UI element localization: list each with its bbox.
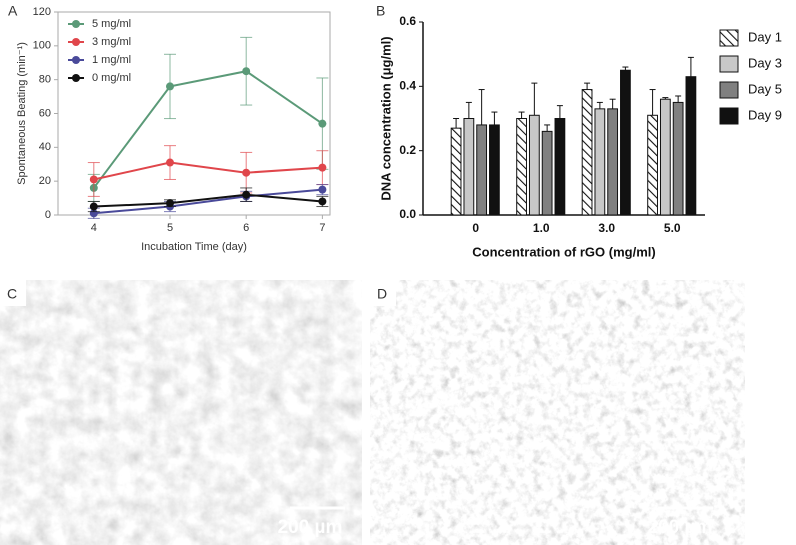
x-tick-label: 0 <box>472 221 479 235</box>
legend-marker <box>72 20 80 28</box>
legend-label: Day 3 <box>748 55 782 70</box>
bar <box>594 108 606 216</box>
bar <box>463 118 475 216</box>
series-line <box>93 161 323 181</box>
series-line <box>93 193 323 208</box>
y-tick-label: 120 <box>33 6 51 18</box>
y-tick-label: 60 <box>39 107 51 119</box>
bar <box>581 89 593 216</box>
bar <box>554 118 566 216</box>
x-tick-label: 6 <box>243 222 249 234</box>
y-tick-label: 0.2 <box>399 143 416 157</box>
bar <box>607 108 619 216</box>
y-tick-label: 0.4 <box>399 79 416 93</box>
bar <box>672 101 684 216</box>
x-tick-label: 1.0 <box>533 221 550 235</box>
point <box>242 190 251 199</box>
x-tick-label: 5 <box>167 222 173 234</box>
legend-label: 3 mg/ml <box>92 36 131 48</box>
y-tick-label: 0.6 <box>399 14 416 28</box>
series-line <box>93 70 323 189</box>
point <box>318 185 327 194</box>
point <box>242 67 251 76</box>
y-tick-label: 0.0 <box>399 207 416 221</box>
panel-label: A <box>8 3 18 19</box>
bar <box>450 127 462 216</box>
legend-label: 1 mg/ml <box>92 54 131 66</box>
point <box>166 82 174 91</box>
panel-label: C <box>7 286 17 302</box>
y-axis-label: DNA concentration (μg/ml) <box>378 36 393 200</box>
micrograph <box>0 280 362 545</box>
legend-marker <box>72 74 80 82</box>
x-axis-label: Incubation Time (day) <box>141 241 247 253</box>
legend-swatch <box>719 55 739 73</box>
y-tick-label: 40 <box>39 141 51 153</box>
legend-swatch <box>719 107 739 125</box>
point <box>242 168 251 177</box>
bar <box>516 118 527 216</box>
bar <box>685 76 697 216</box>
legend-swatch <box>719 29 739 47</box>
panel-label: B <box>376 3 385 19</box>
micrograph <box>370 280 745 545</box>
x-tick-label: 3.0 <box>598 221 615 235</box>
y-tick-label: 20 <box>39 175 51 187</box>
bar <box>659 98 671 216</box>
label-box <box>0 280 26 306</box>
y-tick-label: 80 <box>39 74 51 86</box>
legend-label: Day 5 <box>748 81 782 96</box>
y-tick-label: 100 <box>33 40 51 52</box>
scale-bar-label: 200 µm <box>278 517 343 538</box>
x-tick-label: 5.0 <box>664 221 681 235</box>
y-tick-label: 0 <box>45 209 51 221</box>
panel-label: D <box>377 286 387 302</box>
point <box>318 197 327 206</box>
point <box>166 158 174 167</box>
point <box>166 199 174 208</box>
bar <box>476 124 488 216</box>
x-tick-label: 4 <box>91 222 97 234</box>
legend-label: Day 9 <box>748 107 782 122</box>
point <box>318 119 327 128</box>
legend-label: 5 mg/ml <box>92 18 131 30</box>
scale-bar-label: 200 µm <box>648 517 713 538</box>
legend-marker <box>72 38 80 46</box>
x-axis-label: Concentration of rGO (mg/ml) <box>472 244 655 259</box>
x-tick-label: 7 <box>319 222 325 234</box>
legend-label: 0 mg/ml <box>92 72 131 84</box>
bar <box>620 69 631 216</box>
bar <box>528 114 540 216</box>
label-box <box>370 280 396 306</box>
y-axis-label: Spontaneous Beating (min⁻¹) <box>16 42 28 185</box>
point <box>318 163 327 172</box>
bar <box>489 124 500 216</box>
bar <box>647 114 658 216</box>
point <box>89 202 98 211</box>
series-line <box>93 188 323 215</box>
point <box>89 175 98 184</box>
legend-label: Day 1 <box>748 29 782 44</box>
bar <box>541 130 553 216</box>
legend-swatch <box>719 81 739 99</box>
legend-marker <box>72 56 80 64</box>
